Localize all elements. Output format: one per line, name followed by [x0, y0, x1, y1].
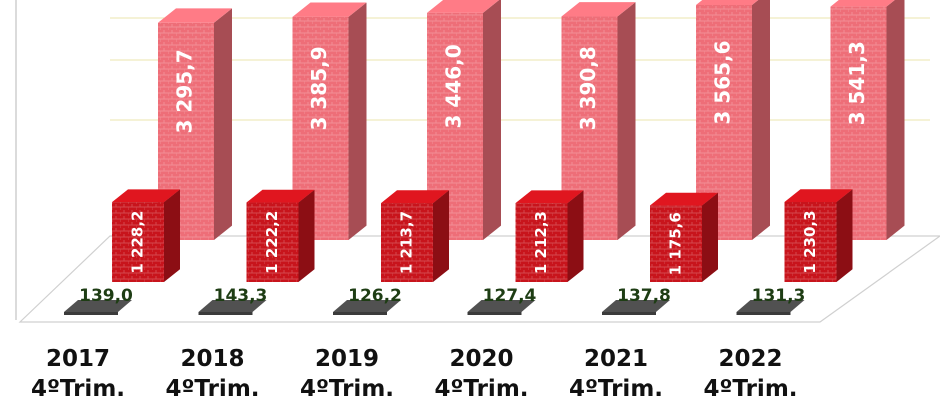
label-front-2020: 127,4 — [483, 286, 537, 306]
bar-front-2021 — [602, 300, 670, 315]
bar-front-2020 — [467, 300, 536, 315]
bar-front-2018 — [198, 300, 267, 315]
category-label-2021: 2021 4ºTrim. — [551, 344, 681, 404]
label-mid-2022: 1 230,3 — [801, 210, 819, 273]
bars-front-series — [64, 300, 805, 315]
label-back-2019: 3 446,0 — [442, 44, 466, 128]
label-front-2019: 126,2 — [348, 286, 402, 306]
category-year: 2018 — [180, 346, 245, 372]
bar-front-2022 — [736, 300, 805, 315]
category-period: 4ºTrim. — [434, 376, 529, 402]
data-labels: 3 295,7 1 228,2 139,0 3 385,9 1 222,2 143,3 3 … — [79, 40, 869, 306]
label-mid-2017: 1 228,2 — [129, 211, 147, 274]
label-back-2020: 3 390,8 — [576, 46, 600, 130]
category-period: 4ºTrim. — [165, 376, 260, 402]
bar-mid-2018 — [246, 189, 315, 282]
category-year: 2021 — [583, 346, 648, 372]
category-label-2017: 2017 4ºTrim. — [13, 344, 143, 404]
category-period: 4ºTrim. — [703, 376, 798, 402]
label-front-2022: 131,3 — [752, 286, 806, 306]
label-front-2021: 137,8 — [617, 286, 671, 306]
label-back-2022: 3 541,3 — [845, 41, 869, 125]
bar-back-2020 — [561, 2, 636, 241]
bar-mid-2017 — [112, 189, 180, 282]
gridlines — [110, 17, 930, 121]
bar-mid-2020 — [515, 190, 584, 282]
category-label-2018: 2018 4ºTrim. — [148, 344, 278, 404]
label-back-2017: 3 295,7 — [173, 49, 197, 133]
label-mid-2019: 1 213,7 — [398, 211, 416, 274]
bar-mid-2022 — [784, 189, 853, 282]
category-label-2020: 2020 4ºTrim. — [417, 344, 547, 404]
label-back-2021: 3 565,6 — [711, 40, 735, 124]
bar-front-2019 — [333, 300, 401, 315]
bar-front-2017 — [64, 300, 132, 315]
category-label-2022: 2022 4ºTrim. — [686, 344, 816, 404]
category-period: 4ºTrim. — [568, 376, 664, 402]
label-mid-2020: 1 212,3 — [532, 211, 550, 274]
label-front-2018: 143,3 — [214, 286, 268, 306]
category-period: 4ºTrim. — [299, 376, 395, 402]
category-year: 2022 — [718, 346, 783, 372]
category-period: 4ºTrim. — [30, 376, 126, 402]
label-mid-2021: 1 175,6 — [667, 212, 685, 275]
label-front-2017: 139,0 — [79, 286, 133, 306]
category-year: 2019 — [314, 346, 379, 372]
bar-mid-2019 — [381, 190, 449, 282]
category-label-2019: 2019 4ºTrim. — [282, 344, 412, 404]
bar-mid-2021 — [650, 192, 718, 282]
label-back-2018: 3 385,9 — [307, 46, 331, 130]
category-year: 2020 — [449, 346, 514, 372]
bars-middle-series — [112, 189, 853, 282]
label-mid-2018: 1 222,2 — [263, 211, 281, 274]
category-year: 2017 — [45, 346, 110, 372]
